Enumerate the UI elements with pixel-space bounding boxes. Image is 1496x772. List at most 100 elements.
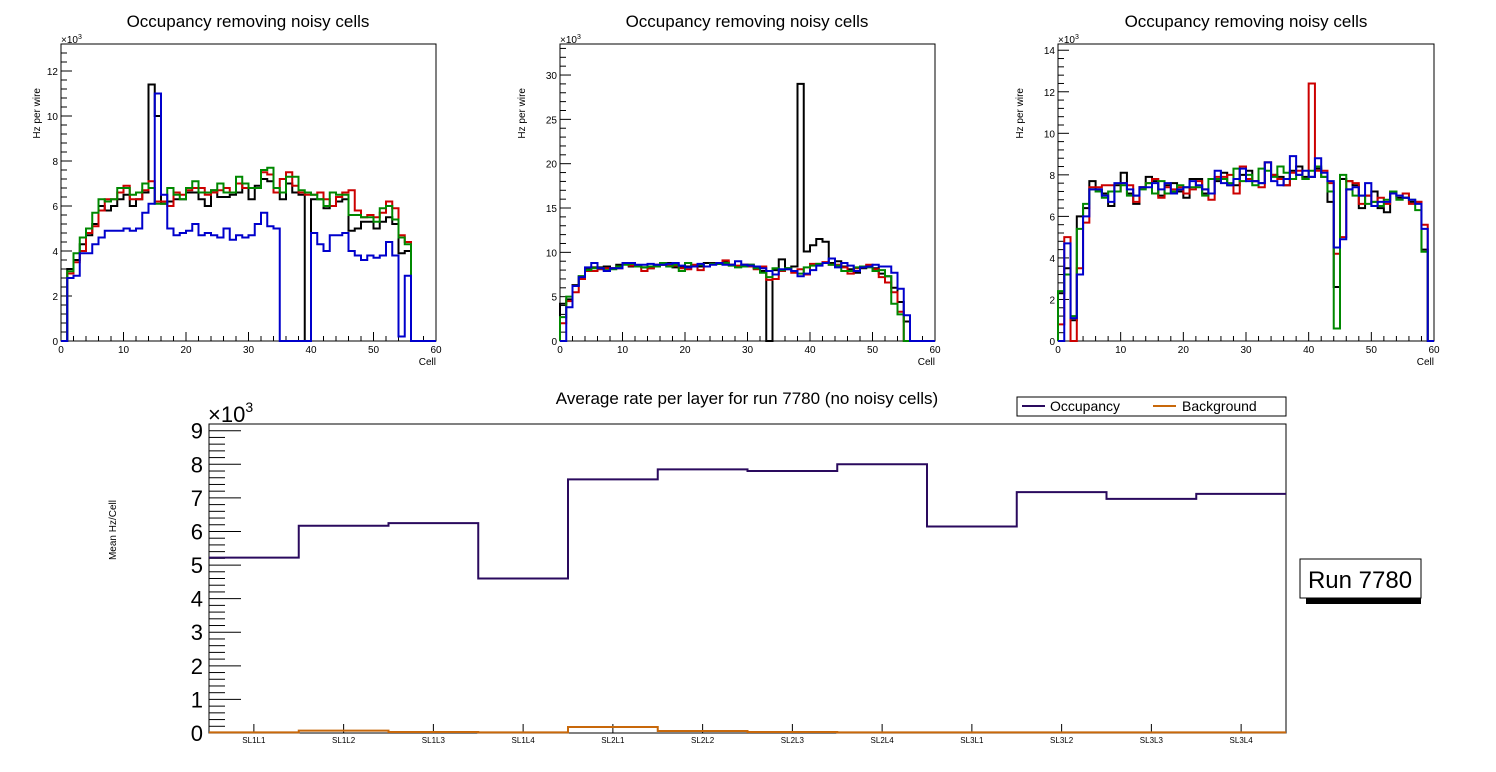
occupancy-plot-2: Occupancy removing noisy cells Hz per wi…	[517, 12, 941, 368]
legend: Occupancy Background	[1016, 396, 1287, 417]
x-category-label: SL1L1	[242, 736, 266, 745]
x-tick-label: 60	[430, 345, 442, 356]
x-tick-label: 30	[1240, 345, 1252, 356]
x-category-label: SL1L2	[332, 736, 356, 745]
y-tick-label: 4	[52, 247, 58, 258]
x-tick-label: 50	[867, 345, 879, 356]
x-tick-label: 10	[1115, 345, 1127, 356]
legend-occupancy-label: Occupancy	[1050, 398, 1120, 414]
y-tick-label: 12	[47, 67, 59, 78]
x-tick-label: 50	[1366, 345, 1378, 356]
x-tick-label: 0	[58, 345, 64, 356]
histogram-series-l2	[559, 259, 935, 342]
average-rate-plot: Average rate per layer for run 7780 (no …	[108, 389, 1422, 746]
x-tick-label: 40	[1303, 345, 1315, 356]
y-tick-label: 2	[52, 292, 58, 303]
y-tick-label: 0	[191, 721, 203, 746]
y-tick-label: 15	[546, 204, 558, 215]
y-tick-label: 0	[551, 337, 557, 348]
plot-1-ylabel: Hz per wire	[32, 88, 43, 139]
x-category-label: SL2L1	[601, 736, 625, 745]
layer-series-background	[209, 725, 1286, 734]
y-tick-label: 25	[546, 115, 558, 126]
y-tick-label: 8	[191, 452, 203, 477]
y-tick-label: 6	[1049, 212, 1055, 223]
y-tick-label: 0	[1049, 337, 1055, 348]
histogram-series-l2	[61, 171, 436, 342]
y-tick-label: 10	[546, 248, 558, 259]
y-tick-label: 6	[191, 519, 203, 544]
y-tick-label: 7	[191, 486, 203, 511]
plot-2-multiplier: ×103	[560, 34, 581, 46]
x-tick-label: 50	[368, 345, 380, 356]
occupancy-plot-1: Occupancy removing noisy cells Hz per wi…	[32, 12, 442, 368]
average-rate-title: Average rate per layer for run 7780 (no …	[556, 389, 938, 408]
plot-1-xlabel: Cell	[419, 357, 436, 368]
y-tick-label: 2	[1049, 295, 1055, 306]
x-category-label: SL3L4	[1230, 736, 1254, 745]
y-tick-label: 1	[191, 687, 203, 712]
y-tick-label: 10	[1044, 129, 1056, 140]
x-tick-label: 0	[557, 345, 563, 356]
x-tick-label: 10	[118, 345, 130, 356]
run-label-frame	[1299, 558, 1422, 599]
y-tick-label: 3	[191, 620, 203, 645]
x-category-label: SL3L2	[1050, 736, 1074, 745]
plot-2-xlabel: Cell	[918, 357, 935, 368]
plot-3-multiplier: ×103	[1058, 34, 1079, 46]
x-category-label: SL2L4	[871, 736, 895, 745]
x-tick-label: 30	[742, 345, 754, 356]
histogram-series-l1	[559, 82, 935, 342]
y-tick-label: 6	[52, 202, 58, 213]
x-category-label: SL2L2	[691, 736, 715, 745]
y-tick-label: 5	[191, 553, 203, 578]
plot-3-title: Occupancy removing noisy cells	[1125, 12, 1368, 31]
x-tick-label: 60	[1428, 345, 1440, 356]
plot-3-xlabel: Cell	[1417, 357, 1434, 368]
average-rate-ylabel: Mean Hz/Cell	[108, 500, 119, 560]
x-tick-label: 10	[617, 345, 629, 356]
legend-box	[1016, 396, 1287, 417]
plot-3-ylabel: Hz per wire	[1015, 88, 1026, 139]
y-tick-label: 2	[191, 654, 203, 679]
plot-frame	[559, 43, 936, 342]
run-label-box: Run 7780	[1299, 558, 1422, 604]
x-tick-label: 40	[305, 345, 317, 356]
legend-background-label: Background	[1182, 398, 1257, 414]
y-tick-label: 12	[1044, 88, 1056, 99]
x-tick-label: 30	[243, 345, 255, 356]
y-tick-label: 4	[1049, 254, 1055, 265]
y-tick-label: 0	[52, 337, 58, 348]
histogram-series-l4	[1058, 155, 1434, 342]
histogram-series-l2	[1057, 82, 1434, 342]
plot-2-ylabel: Hz per wire	[517, 88, 528, 139]
x-tick-label: 40	[804, 345, 816, 356]
x-category-label: SL1L3	[422, 736, 446, 745]
x-tick-label: 20	[679, 345, 691, 356]
y-tick-label: 8	[52, 157, 58, 168]
y-tick-label: 8	[1049, 171, 1055, 182]
x-tick-label: 20	[180, 345, 192, 356]
y-tick-label: 5	[551, 293, 557, 304]
x-tick-label: 20	[1178, 345, 1190, 356]
x-category-label: SL2L3	[781, 736, 805, 745]
plot-1-title: Occupancy removing noisy cells	[127, 12, 370, 31]
y-tick-label: 4	[191, 587, 203, 612]
occupancy-plot-3: Occupancy removing noisy cells Hz per wi…	[1015, 12, 1440, 368]
plot-2-title: Occupancy removing noisy cells	[626, 12, 869, 31]
x-category-label: SL3L1	[960, 736, 984, 745]
plot-1-multiplier: ×103	[61, 34, 82, 46]
histogram-series-l3	[61, 166, 436, 342]
histogram-series-l4	[61, 92, 436, 342]
x-tick-label: 60	[929, 345, 941, 356]
histogram-series-l4	[560, 257, 935, 342]
x-category-label: SL1L4	[512, 736, 536, 745]
run-label-text: Run 7780	[1308, 567, 1412, 594]
average-rate-multiplier: ×103	[208, 399, 253, 427]
y-tick-label: 14	[1044, 46, 1056, 57]
y-tick-label: 20	[546, 160, 558, 171]
run-label-shadow	[1306, 597, 1421, 604]
y-tick-label: 30	[546, 71, 558, 82]
layer-series-occupancy	[209, 463, 1286, 580]
